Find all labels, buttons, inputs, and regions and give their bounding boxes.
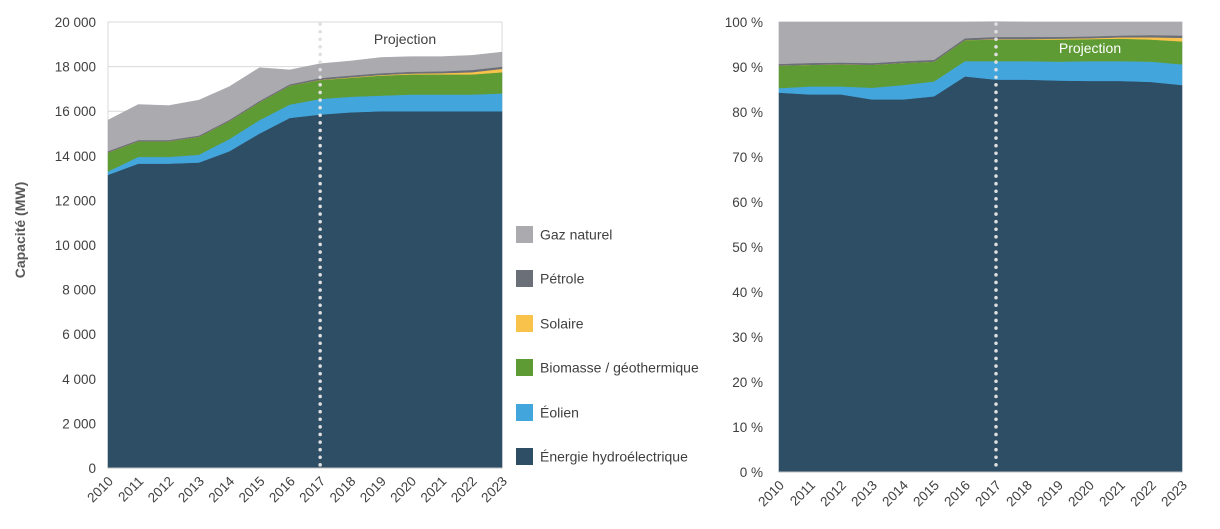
y-tick-label: 20 000 [55, 15, 96, 30]
legend-label: Pétrole [540, 271, 585, 287]
x-tick-label: 2016 [266, 474, 298, 506]
y-axis-title: Capacité (MW) [12, 182, 28, 278]
x-tick-label: 2020 [387, 474, 419, 506]
y-tick-label: 6 000 [62, 327, 96, 342]
legend-item-biomasse-geothermique: Biomasse / géothermique [516, 359, 699, 376]
capacity-mw-chart: 0 2 000 4 000 6 000 8 000 10 000 12 000 14 000 1… [12, 15, 510, 505]
x-tick-label: 2011 [787, 478, 818, 509]
legend-swatch [516, 226, 533, 243]
x-tick-label: 2021 [418, 474, 450, 506]
x-tick-label: 2015 [910, 478, 942, 510]
y-tick-label: 2 000 [62, 416, 96, 431]
x-tick-label: 2022 [448, 474, 480, 506]
legend-swatch [516, 448, 533, 465]
y-tick-label: 60 % [732, 195, 763, 210]
legend-item-energie-hydroelectrique: Énergie hydroélectrique [516, 448, 688, 465]
legend-item-gaz-naturel: Gaz naturel [516, 226, 612, 243]
x-tick-label: 2016 [941, 478, 973, 510]
y-tick-label: 0 [88, 461, 96, 476]
y-tick-label: 80 % [732, 105, 763, 120]
x-tick-label: 2014 [205, 473, 237, 505]
y-tick-label: 14 000 [55, 149, 96, 164]
x-tick-label: 2020 [1065, 478, 1097, 510]
legend-label: Biomasse / géothermique [540, 360, 699, 376]
x-tick-label: 2014 [879, 477, 911, 509]
x-tick-label: 2018 [1003, 478, 1035, 510]
x-tick-label: 2021 [1096, 478, 1128, 510]
y-tick-label: 18 000 [55, 60, 96, 75]
x-tick-label: 2017 [972, 478, 1004, 510]
y-tick-label: 0 % [740, 465, 763, 480]
legend-label: Énergie hydroélectrique [540, 449, 688, 465]
y-tick-label: 50 % [732, 240, 763, 255]
x-tick-label: 2010 [755, 478, 787, 510]
projection-label: Projection [1059, 40, 1121, 56]
x-tick-label: 2013 [848, 478, 880, 510]
legend-swatch [516, 359, 533, 376]
area-energie-hydroelectrique [778, 76, 1183, 473]
area-gaz-naturel [107, 51, 503, 152]
x-tick-label: 2019 [1034, 478, 1066, 510]
legend-item-petrole: Pétrole [516, 270, 585, 287]
y-tick-label: 40 % [732, 285, 763, 300]
x-tick-label: 2019 [357, 474, 389, 506]
legend-swatch [516, 404, 533, 421]
x-tick-label: 2012 [817, 478, 849, 510]
y-tick-label: 10 000 [55, 238, 96, 253]
x-tick-label: 2011 [115, 474, 146, 505]
x-tick-label: 2017 [296, 474, 328, 506]
y-tick-label: 70 % [732, 150, 763, 165]
legend-item-solaire: Solaire [516, 315, 584, 332]
y-tick-label: 90 % [732, 60, 763, 75]
x-tick-label: 2015 [236, 474, 268, 506]
legend: Gaz naturel Pétrole Solaire Biomasse / g… [516, 226, 699, 465]
legend-label: Solaire [540, 316, 584, 332]
x-tick-label: 2013 [175, 474, 207, 506]
y-tick-label: 10 % [732, 420, 763, 435]
x-tick-label: 2010 [84, 474, 116, 506]
x-tick-label: 2023 [1158, 478, 1190, 510]
y-tick-label: 20 % [732, 375, 763, 390]
y-tick-label: 4 000 [62, 372, 96, 387]
area-gaz-naturel [778, 21, 1183, 65]
legend-swatch [516, 315, 533, 332]
y-tick-label: 30 % [732, 330, 763, 345]
y-tick-label: 100 % [725, 15, 763, 30]
x-tick-label: 2018 [327, 474, 359, 506]
x-tick-label: 2022 [1127, 478, 1159, 510]
y-tick-label: 12 000 [55, 193, 96, 208]
capacity-share-chart: 0 % 10 % 20 % 30 % 40 % 50 % 60 % 70 % 80 % 90 % 1… [725, 15, 1190, 509]
x-tick-label: 2023 [478, 474, 510, 506]
legend-label: Éolien [540, 405, 579, 421]
legend-swatch [516, 270, 533, 287]
x-tick-label: 2012 [145, 474, 177, 506]
y-tick-label: 8 000 [62, 283, 96, 298]
area-energie-hydroelectrique [107, 110, 503, 469]
projection-label: Projection [374, 31, 436, 47]
y-tick-label: 16 000 [55, 104, 96, 119]
legend-item-eolien: Éolien [516, 404, 579, 421]
legend-label: Gaz naturel [540, 227, 612, 243]
